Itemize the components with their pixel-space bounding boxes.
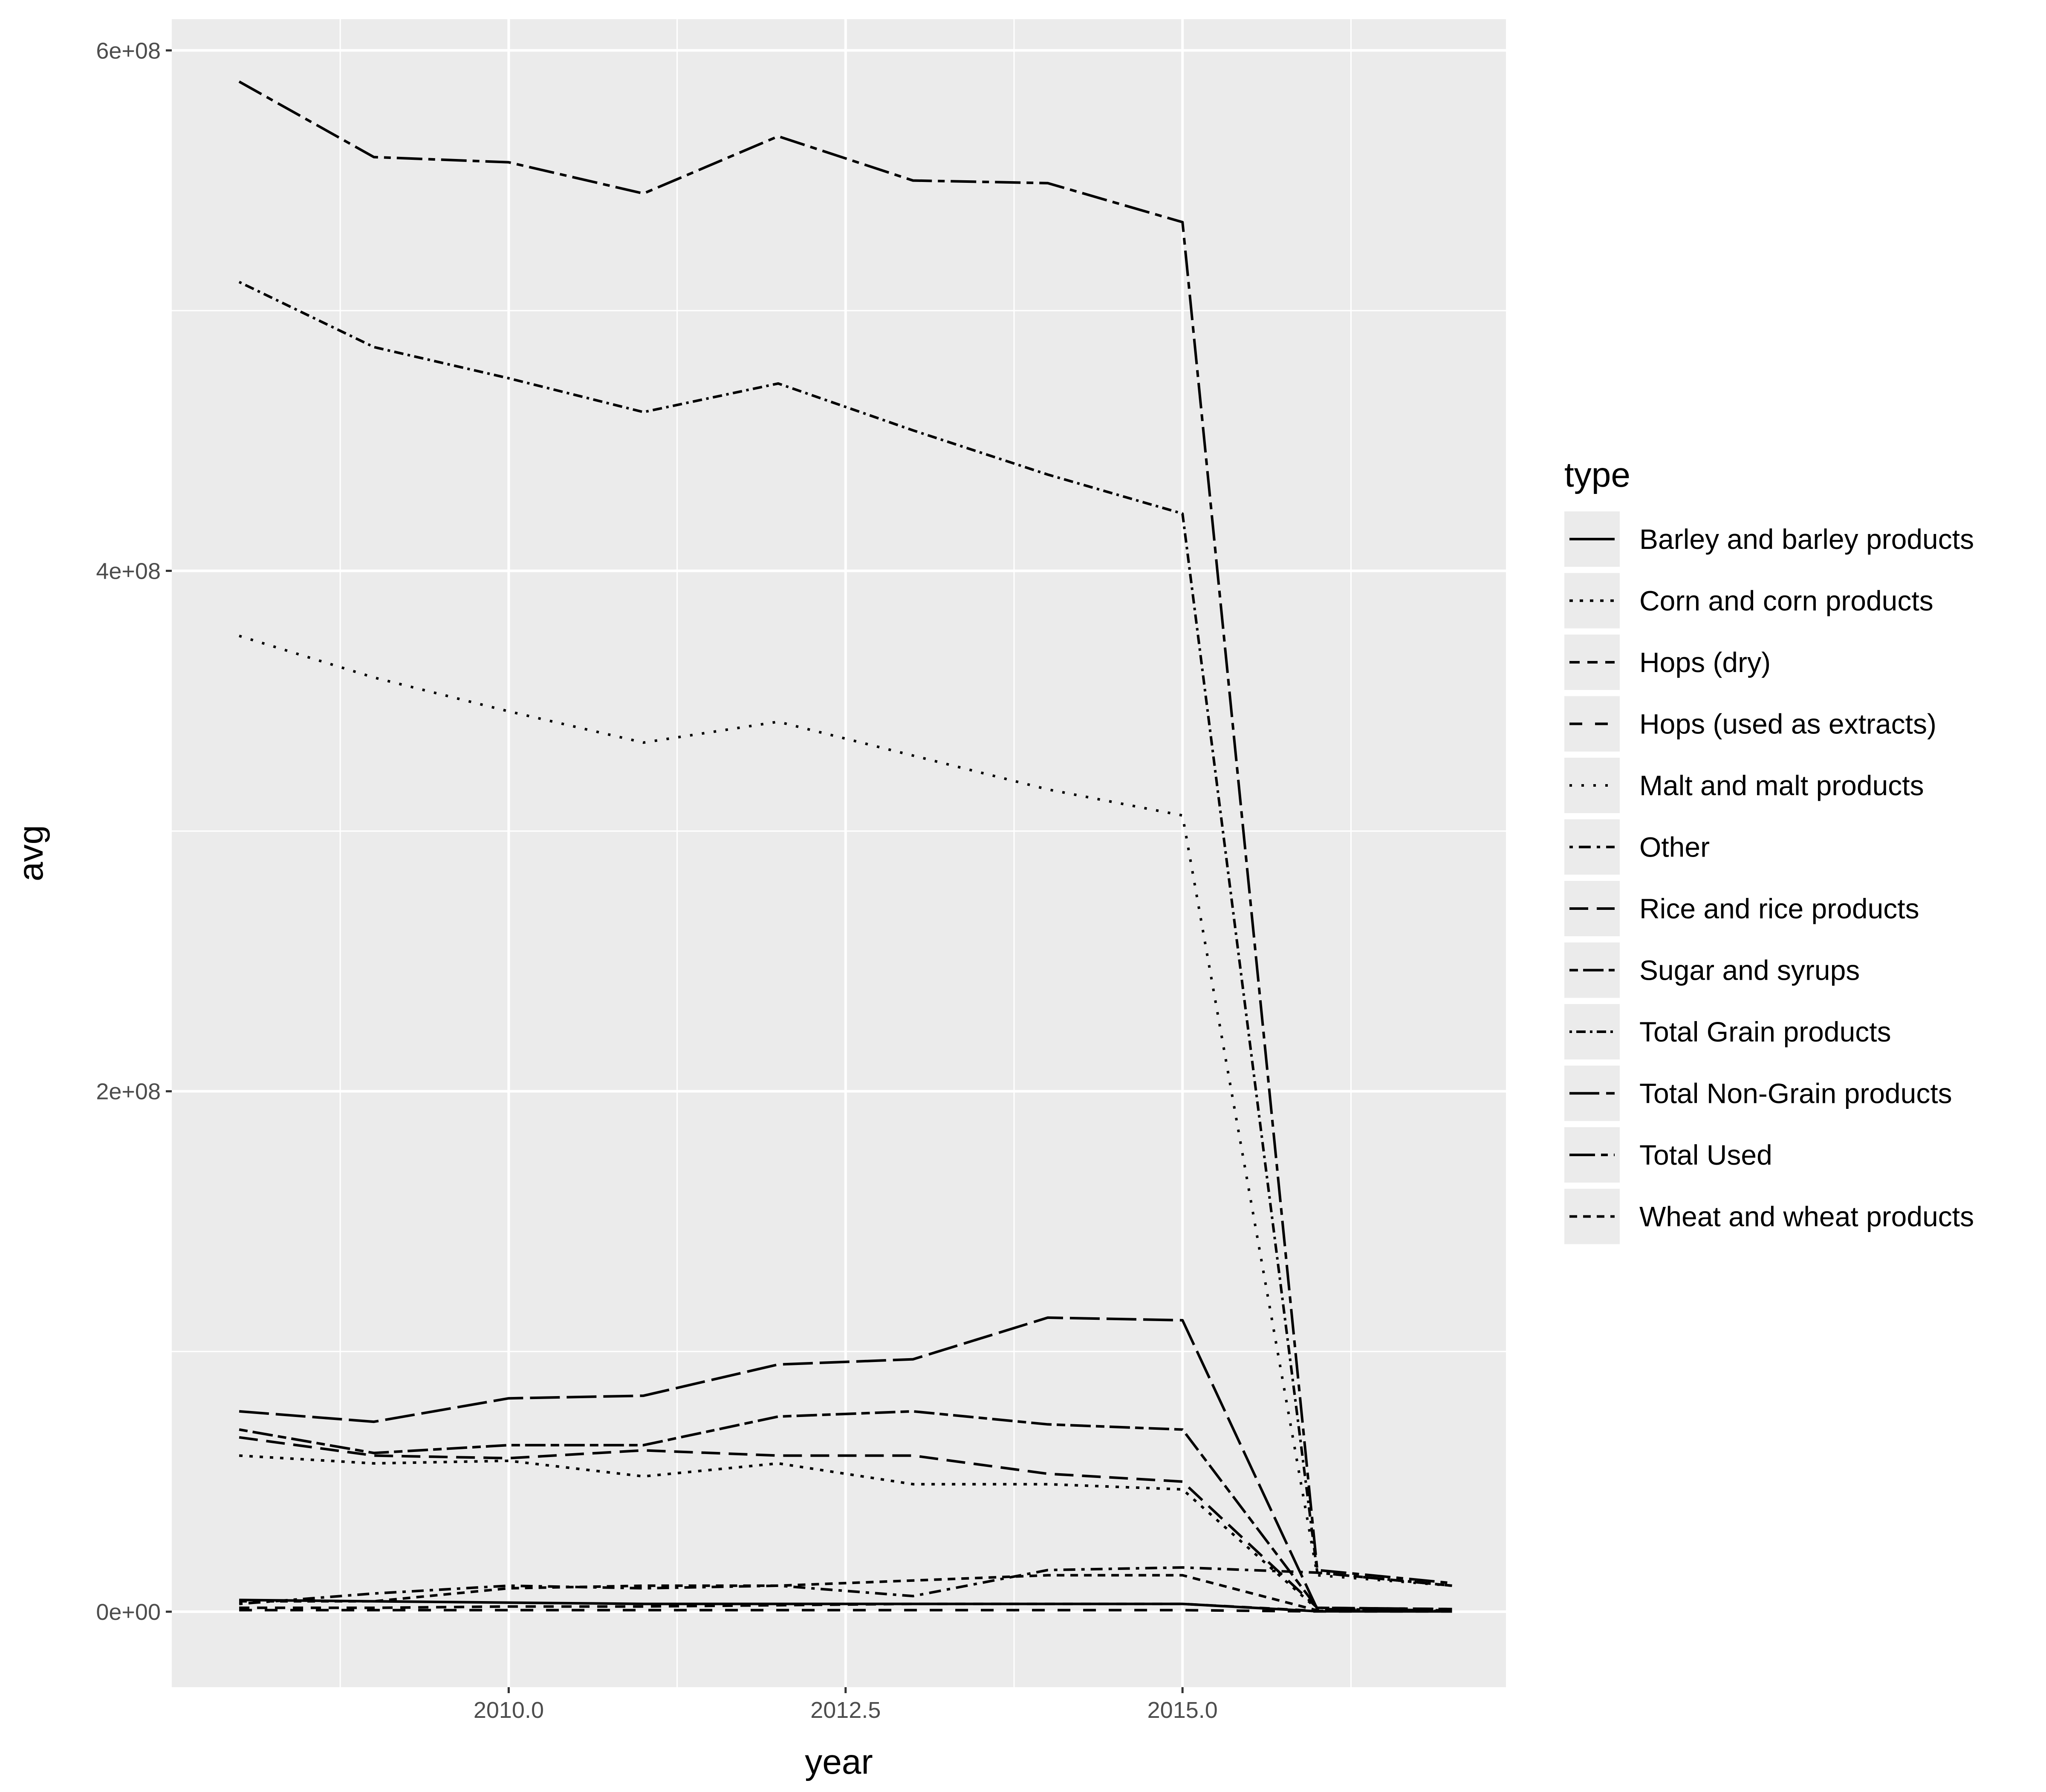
y-tick-label: 0e+00 bbox=[96, 1599, 161, 1625]
y-tick-label: 4e+08 bbox=[96, 558, 161, 584]
legend-items: Barley and barley products Corn and corn … bbox=[1564, 511, 1974, 1244]
series-line-10 bbox=[238, 80, 1452, 1584]
x-axis: 2010.0 2012.5 2015.0 bbox=[474, 1687, 1218, 1723]
legend-label: Total Grain products bbox=[1639, 1016, 1891, 1047]
legend-label: Corn and corn products bbox=[1639, 585, 1933, 617]
legend-label: Rice and rice products bbox=[1639, 893, 1919, 924]
x-tick-label: 2012.5 bbox=[810, 1697, 881, 1723]
legend-key-bg bbox=[1564, 758, 1620, 813]
y-axis-title: avg bbox=[12, 825, 50, 881]
series-line-11 bbox=[239, 1574, 1452, 1613]
y-tick-label: 2e+08 bbox=[96, 1079, 161, 1105]
x-axis-title: year bbox=[805, 1743, 873, 1781]
grid-minor bbox=[172, 19, 1506, 1687]
legend-label: Hops (used as extracts) bbox=[1639, 708, 1936, 740]
series-line-9 bbox=[239, 1316, 1452, 1612]
series-layer bbox=[238, 80, 1452, 1613]
legend-label: Total Used bbox=[1639, 1139, 1772, 1171]
legend-title: type bbox=[1564, 456, 1630, 494]
series-line-7 bbox=[239, 1410, 1452, 1610]
y-axis: 0e+00 2e+08 4e+08 6e+08 bbox=[96, 38, 172, 1625]
legend-label: Wheat and wheat products bbox=[1639, 1201, 1974, 1232]
legend-label: Hops (dry) bbox=[1639, 646, 1771, 678]
series-line-6 bbox=[239, 1436, 1452, 1610]
legend-label: Sugar and syrups bbox=[1639, 955, 1860, 986]
panel-background bbox=[172, 19, 1506, 1687]
x-tick-label: 2010.0 bbox=[474, 1697, 544, 1723]
legend-label: Barley and barley products bbox=[1639, 523, 1974, 555]
x-tick-label: 2015.0 bbox=[1147, 1697, 1218, 1723]
series-line-2 bbox=[239, 1602, 1452, 1613]
series-line-5 bbox=[239, 1566, 1452, 1605]
legend: type Barley and barley products Corn and … bbox=[1564, 456, 1974, 1244]
y-tick-label: 6e+08 bbox=[96, 38, 161, 63]
grid-major bbox=[172, 19, 1506, 1687]
series-line-8 bbox=[238, 280, 1452, 1587]
legend-label: Other bbox=[1639, 831, 1710, 863]
legend-label: Total Non-Grain products bbox=[1639, 1078, 1952, 1109]
legend-label: Malt and malt products bbox=[1639, 770, 1924, 801]
